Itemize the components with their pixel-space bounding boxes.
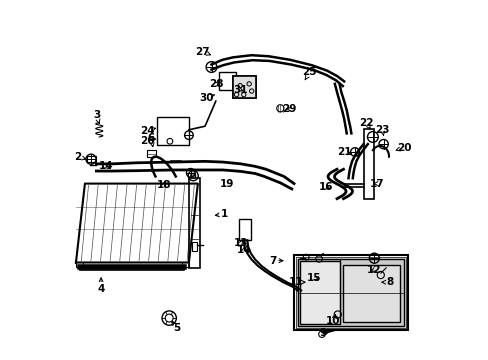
Text: 17: 17 [369,179,384,189]
Text: 12: 12 [366,265,381,275]
Bar [233,76,256,98]
Text: 14: 14 [99,161,114,171]
Text: 27: 27 [195,46,210,57]
Text: 9: 9 [319,328,329,338]
Text: 1: 1 [215,209,228,219]
Text: 16: 16 [318,182,333,192]
Bar [233,76,256,98]
Text: 6: 6 [147,133,155,147]
Bar [76,262,83,267]
Bar [238,220,250,240]
Text: 23: 23 [375,125,389,135]
Text: 10: 10 [325,314,340,325]
Text: 30: 30 [199,93,214,103]
Bar [147,149,155,157]
Bar [218,72,235,90]
Text: 28: 28 [209,79,224,89]
Text: 15: 15 [306,273,321,283]
Text: 20: 20 [395,143,410,153]
Text: 31: 31 [232,85,247,95]
Bar [297,259,404,326]
Bar [300,261,339,324]
Text: 24: 24 [140,126,155,135]
Bar [191,242,196,251]
Circle shape [190,173,195,178]
Bar [182,262,188,267]
Text: 5: 5 [172,321,180,333]
Text: 3: 3 [93,111,100,123]
Text: 21: 21 [336,147,351,157]
Text: 4: 4 [97,278,104,294]
Text: 7: 7 [268,256,283,266]
Text: 2: 2 [74,152,86,162]
Bar [86,156,96,162]
Bar [343,265,399,321]
Bar [296,257,405,328]
Text: 11: 11 [289,277,305,287]
Bar [156,117,188,145]
Text: 18: 18 [156,180,171,190]
Bar [293,255,407,330]
Text: 26: 26 [140,136,155,146]
Text: 19: 19 [219,179,233,189]
Text: 25: 25 [302,67,316,80]
Text: 22: 22 [359,118,373,129]
Text: 13: 13 [233,238,247,248]
Bar [363,129,373,199]
Text: 14: 14 [236,245,250,255]
Text: 8: 8 [381,277,392,287]
Bar [188,178,199,268]
Text: 29: 29 [282,104,296,114]
